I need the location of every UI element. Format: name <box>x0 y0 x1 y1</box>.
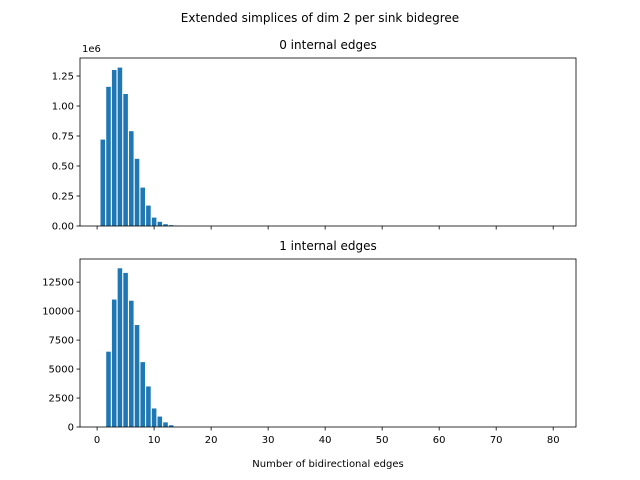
panel-1-x-axis-label: Number of bidirectional edges <box>252 459 403 470</box>
panel-0-y-tick-label: 0.25 <box>52 192 74 203</box>
panel-1-x-ticks: 0 10 20 30 40 50 60 70 80 <box>94 427 560 446</box>
panel-0-bar <box>163 224 168 226</box>
chart-suptitle: Extended simplices of dim 2 per sink bid… <box>181 11 459 25</box>
panel-0-axes-frame <box>79 57 577 227</box>
panel-1-y-tick-label: 10000 <box>42 307 74 318</box>
panel-0-bar <box>146 205 151 226</box>
panel-1-x-tick-label: 50 <box>376 435 389 446</box>
panel-1-y-tick-label: 2500 <box>49 394 74 405</box>
panel-0-y-offset-label: 1e6 <box>82 44 101 55</box>
panel-0-y-tick-label: 1.25 <box>52 72 74 83</box>
panel-0-y-tick-label: 0.00 <box>52 222 74 233</box>
panel-0-y-ticks: 0.00 0.25 0.50 0.75 1.00 1.25 <box>52 72 80 233</box>
panel-1-x-tick-label: 10 <box>148 435 161 446</box>
panel-1-x-tick-label: 70 <box>490 435 503 446</box>
panel-1-bar <box>151 408 157 427</box>
panel-1-bar <box>117 268 123 427</box>
panel-0-bar <box>168 225 174 226</box>
panel-1-bars <box>106 268 174 427</box>
panel-1-bar <box>163 422 168 427</box>
panel-0-bar <box>157 221 163 226</box>
panel-1-y-tick-label: 12500 <box>42 278 74 289</box>
panel-1-x-tick-label: 80 <box>547 435 560 446</box>
panel-1-y-ticks: 0 2500 5000 7500 10000 12500 <box>42 278 80 434</box>
panel-1-bar <box>157 416 163 427</box>
panel-1-bar <box>140 362 145 427</box>
panel-1-y-tick-label: 0 <box>68 423 74 434</box>
panel-0-title: 0 internal edges <box>279 38 377 52</box>
panel-1-x-tick-label: 60 <box>433 435 446 446</box>
panel-1-bar <box>111 299 117 427</box>
panel-1-bar <box>123 272 128 427</box>
panel-0-bars <box>100 67 185 226</box>
panel-0-internal-edges: 0 internal edges 1e6 0.00 0.25 0.50 0.75 1.0… <box>52 38 577 233</box>
panel-1-x-tick-label: 30 <box>262 435 275 446</box>
panel-0-y-tick-label: 1.00 <box>52 102 74 113</box>
panel-1-y-tick-label: 5000 <box>49 365 74 376</box>
panel-0-bar <box>106 86 111 226</box>
panel-0-bar <box>151 217 157 226</box>
panel-1-bar <box>146 386 151 427</box>
panel-0-x-ticks <box>96 226 554 230</box>
panel-0-bar <box>140 187 145 226</box>
panel-1-bar <box>106 351 111 427</box>
panel-1-bar <box>134 325 140 427</box>
panel-0-bar <box>100 139 106 226</box>
panel-1-x-tick-label: 40 <box>319 435 332 446</box>
panel-1-bar <box>168 425 174 427</box>
panel-1-title: 1 internal edges <box>279 239 377 253</box>
panel-0-bar <box>117 67 123 226</box>
panel-1-internal-edges: 1 internal edges 0 2500 5000 7500 10000 12500… <box>42 239 577 470</box>
panel-0-y-tick-label: 0.50 <box>52 162 74 173</box>
panel-1-y-tick-label: 7500 <box>49 336 74 347</box>
panel-1-bar <box>129 300 134 427</box>
panel-1-x-tick-label: 20 <box>205 435 218 446</box>
panel-0-bar <box>129 131 134 226</box>
panel-0-bar <box>134 158 140 226</box>
panel-1-x-tick-label: 0 <box>94 435 100 446</box>
panel-0-bar <box>111 70 117 226</box>
panel-1-axes-frame <box>79 258 577 428</box>
panel-0-y-tick-label: 0.75 <box>52 132 74 143</box>
panel-0-bar <box>123 94 128 226</box>
